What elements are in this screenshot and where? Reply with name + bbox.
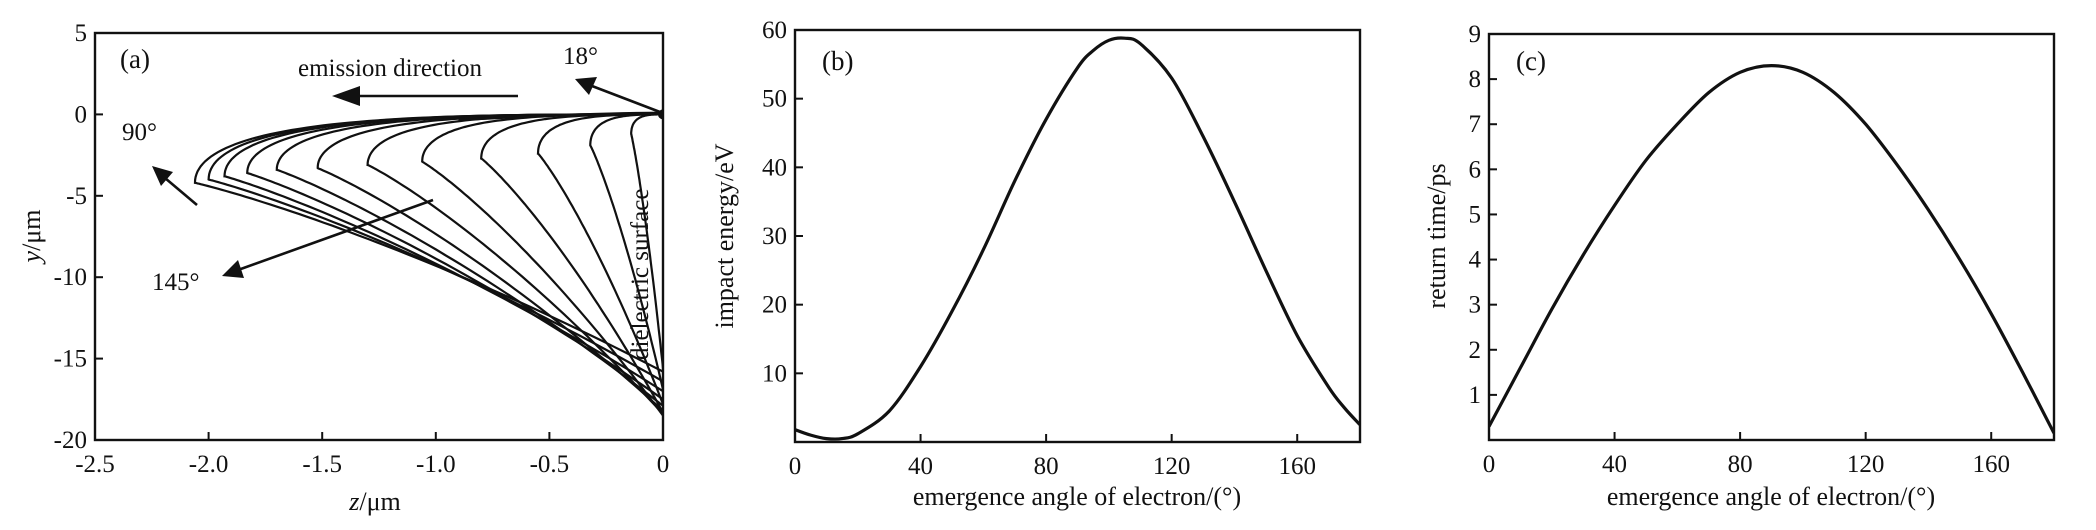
y-tick-label: -20 xyxy=(54,427,87,454)
angle-90-arrow xyxy=(164,177,198,206)
panel-a-x-axis-label: z/μm xyxy=(348,487,401,516)
panel-c: 0 40 80 120 160 1 2 3 4 5 6 7 8 9 (c) return time/ps… xyxy=(1422,21,2056,511)
panel-b-y-axis-label: impact energy/eV xyxy=(710,143,739,328)
x-tick-label: -0.5 xyxy=(530,451,570,478)
x-tick-label: 160 xyxy=(1972,451,2010,478)
y-tick-label: 5 xyxy=(75,20,88,47)
x-tick-label: 160 xyxy=(1278,453,1316,480)
y-tick-label: 5 xyxy=(1469,201,1482,228)
panel-a-y-axis-label: y/μm xyxy=(17,210,46,266)
x-tick-label: -2.0 xyxy=(189,451,229,478)
emission-direction-label: emission direction xyxy=(298,55,482,82)
x-tick-label: 120 xyxy=(1153,453,1191,480)
angle-145-arrowhead xyxy=(222,260,244,278)
panel-a: -2.5 -2.0 -1.5 -1.0 -0.5 0 50-5-10-15-20 (a) … xyxy=(17,20,669,516)
y-tick-label: 6 xyxy=(1469,156,1482,183)
x-tick-label: 0 xyxy=(789,453,802,480)
trajectory-line xyxy=(536,113,663,405)
panel-a-frame xyxy=(93,31,665,442)
panel-a-label: (a) xyxy=(120,44,150,74)
y-tick-label: 20 xyxy=(762,292,787,319)
y-tick-label: 10 xyxy=(762,360,787,387)
panel-c-x-ticks: 0 40 80 120 160 xyxy=(1483,432,2010,478)
y-tick-label: 30 xyxy=(762,223,787,250)
y-tick-label: 50 xyxy=(762,86,787,113)
y-tick-label: 1 xyxy=(1469,382,1482,409)
x-tick-label: -2.5 xyxy=(75,451,115,478)
angle-18-label: 18° xyxy=(563,43,598,70)
x-tick-label: 80 xyxy=(1728,451,1753,478)
y-tick-label: 3 xyxy=(1469,292,1482,319)
emission-direction-arrowhead xyxy=(332,86,360,106)
x-tick-label: 80 xyxy=(1034,453,1059,480)
panel-c-y-ticks: 1 2 3 4 5 6 7 8 9 xyxy=(1469,21,1497,409)
trajectory-line xyxy=(589,113,663,390)
y-tick-label: 9 xyxy=(1469,21,1482,48)
angle-90-arrowhead xyxy=(152,166,173,186)
x-tick-label: 0 xyxy=(657,451,670,478)
panel-c-y-axis-label: return time/ps xyxy=(1422,163,1451,308)
x-tick-label: 0 xyxy=(1483,451,1496,478)
y-tick-label: 7 xyxy=(1469,111,1482,138)
panel-b-y-ticks: 10 20 30 40 50 60 xyxy=(762,17,803,387)
y-tick-label: -5 xyxy=(66,183,87,210)
panel-b-frame xyxy=(793,28,1362,444)
angle-90-label: 90° xyxy=(122,119,157,146)
y-tick-label: 0 xyxy=(75,101,88,128)
trajectory-line xyxy=(275,113,663,407)
panel-a-y-ticks: 5 0 -5 -10 -15 -20 xyxy=(54,20,103,454)
y-tick-label: -15 xyxy=(54,346,87,373)
y-tick-label: -10 xyxy=(54,264,87,291)
x-tick-label: 120 xyxy=(1847,451,1885,478)
y-tick-label: 8 xyxy=(1469,66,1482,93)
panel-b-x-ticks: 0 40 80 120 160 xyxy=(789,434,1316,480)
angle-145-label: 145° xyxy=(152,269,200,296)
y-tick-label: 40 xyxy=(762,154,787,181)
panel-b-label: (b) xyxy=(822,46,853,76)
x-tick-label: 40 xyxy=(1602,451,1627,478)
trajectory-line xyxy=(480,113,663,413)
panel-a-trajectories xyxy=(193,109,663,417)
panel-c-x-axis-label: emergence angle of electron/(°) xyxy=(1607,482,1935,511)
y-tick-label: 4 xyxy=(1469,247,1482,274)
x-tick-label: 40 xyxy=(908,453,933,480)
x-tick-label: -1.0 xyxy=(416,451,456,478)
trajectory-line xyxy=(316,113,663,412)
emission-fan xyxy=(458,111,663,122)
panel-c-frame xyxy=(1487,32,2056,442)
x-tick-label: -1.5 xyxy=(302,451,342,478)
trajectory-line xyxy=(630,113,663,369)
panel-c-series-line xyxy=(1489,63,2054,434)
angle-145-arrow xyxy=(237,198,434,272)
panel-b-x-axis-label: emergence angle of electron/(°) xyxy=(913,482,1241,511)
y-tick-label: 2 xyxy=(1469,337,1482,364)
panel-b: 0 40 80 120 160 10 20 30 40 50 60 (b) impact ener… xyxy=(710,17,1362,511)
angle-18-arrowhead xyxy=(575,77,597,95)
panel-c-label: (c) xyxy=(1516,46,1546,76)
dielectric-surface-label: dielectric surface xyxy=(627,189,654,360)
panel-b-series-line xyxy=(795,36,1360,441)
panel-a-x-ticks: -2.5 -2.0 -1.5 -1.0 -0.5 0 xyxy=(75,432,669,478)
angle-18-arrow xyxy=(591,84,661,114)
y-tick-label: 60 xyxy=(762,17,787,44)
